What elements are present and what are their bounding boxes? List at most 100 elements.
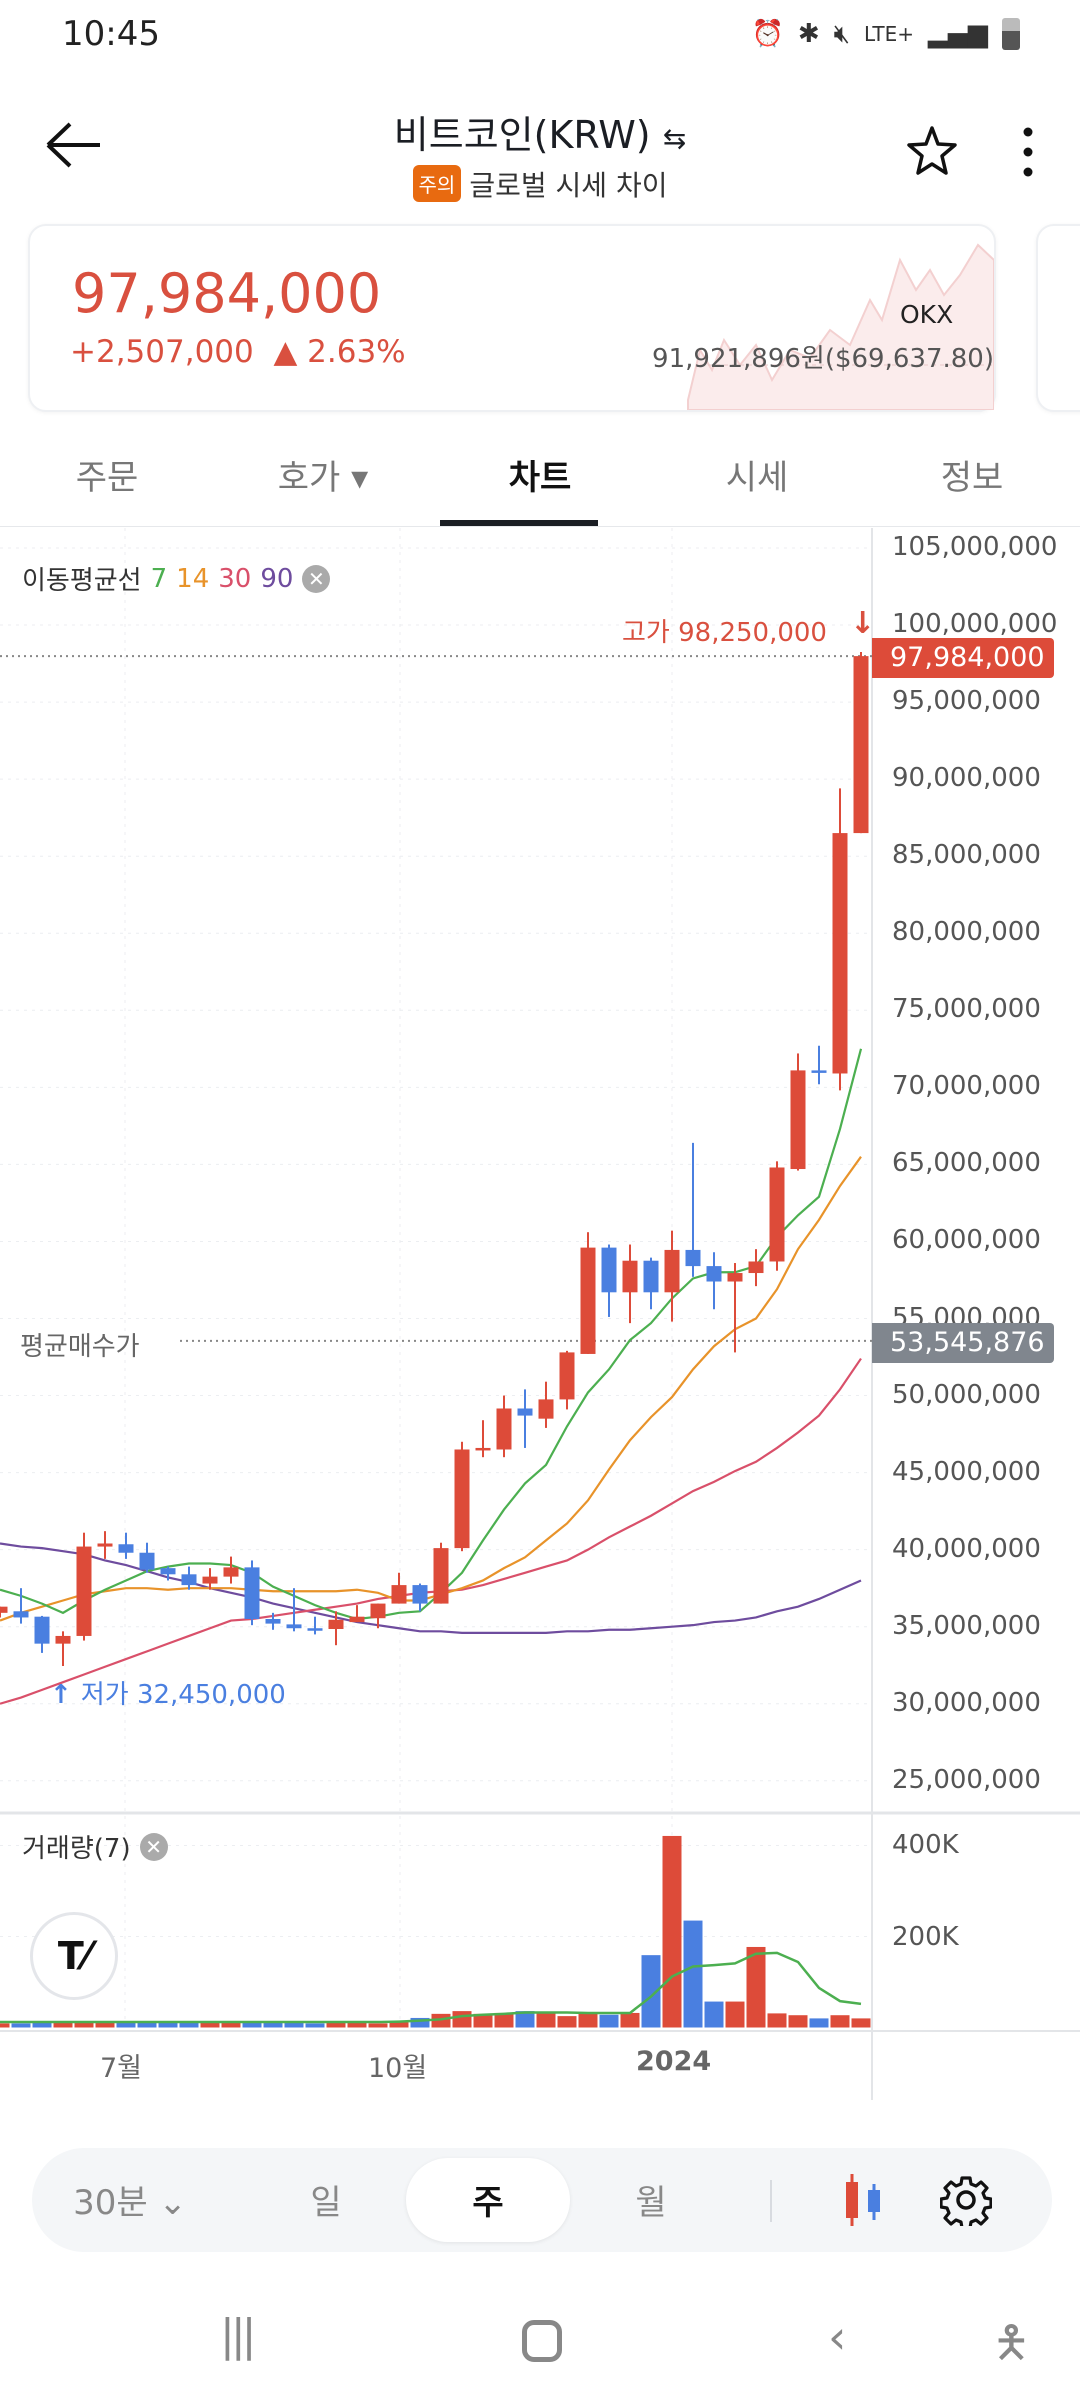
home-icon[interactable] — [522, 2320, 562, 2362]
volume-bar — [11, 2023, 31, 2028]
volume-bar — [53, 2022, 73, 2028]
volume-bar — [662, 1835, 682, 2028]
low-arrow-icon: ↑ — [50, 1680, 81, 1710]
price-tick: 105,000,000 — [892, 532, 1058, 562]
price-tick: 65,000,000 — [892, 1148, 1041, 1179]
candle-body — [55, 1635, 71, 1644]
tab-quotes[interactable]: 시세 — [725, 458, 789, 498]
tradingview-logo[interactable]: T⁄ — [30, 1912, 118, 2000]
candle-body — [748, 1261, 764, 1274]
exchange-name: OKX — [900, 300, 954, 329]
volume-bar — [725, 2001, 745, 2028]
volume-bar — [242, 2021, 262, 2028]
volume-bar — [389, 2022, 409, 2028]
interval-week[interactable]: 주 — [472, 2183, 504, 2223]
volume-bar — [599, 2014, 619, 2028]
volume-bar — [368, 2023, 388, 2028]
tab-order[interactable]: 주문 — [75, 458, 139, 498]
active-tab-indicator — [440, 520, 598, 526]
candle-body — [853, 656, 869, 834]
candle-body — [181, 1574, 197, 1586]
candle-body — [538, 1399, 554, 1419]
interval-day[interactable]: 일 — [310, 2183, 342, 2223]
candle-body — [34, 1616, 50, 1644]
candle-body — [832, 833, 848, 1074]
candle-body — [391, 1585, 407, 1604]
candle-body — [769, 1167, 785, 1262]
price-tick: 85,000,000 — [892, 840, 1041, 871]
candle-body — [307, 1628, 323, 1631]
candle-body — [286, 1624, 302, 1629]
volume-bar — [851, 2018, 871, 2028]
volume-bar — [32, 2022, 52, 2028]
accessibility-icon[interactable]: 🯅 — [992, 2317, 1031, 2368]
candle-type-icon[interactable] — [838, 2172, 888, 2228]
ma-legend-label: 이동평균선 — [22, 566, 142, 596]
battery-icon — [1002, 18, 1020, 50]
volume-bar — [809, 2018, 829, 2028]
more-menu-icon[interactable] — [1018, 124, 1038, 180]
volume-bar — [95, 2022, 115, 2028]
volume-bar — [410, 2017, 430, 2028]
volume-bar — [347, 2022, 367, 2028]
price-tick: 30,000,000 — [892, 1687, 1041, 1718]
change-amount: +2,507,000 — [70, 334, 254, 370]
volume-bar — [704, 2001, 724, 2028]
gear-icon[interactable] — [940, 2174, 992, 2226]
volume-tick: 200K — [892, 1922, 959, 1952]
network-label: LTE+ — [864, 22, 914, 46]
current-price-tag: 97,984,000 — [872, 638, 1054, 678]
recent-apps-icon[interactable]: ||| — [220, 2310, 257, 2361]
interval-30min[interactable]: 30분 ⌄ — [73, 2183, 187, 2223]
close-ma-icon[interactable]: ✕ — [302, 564, 331, 593]
candle-body — [328, 1619, 344, 1630]
interval-month[interactable]: 월 — [635, 2183, 667, 2223]
warning-subtitle[interactable]: 주의 글로벌 시세 차이 — [0, 164, 1080, 204]
volume-bar — [305, 2023, 325, 2028]
candlestick-chart[interactable] — [0, 528, 1080, 2118]
close-volume-icon[interactable]: ✕ — [139, 1832, 168, 1861]
volume-bar — [767, 2013, 787, 2028]
candle-body — [643, 1260, 659, 1293]
tab-chart[interactable]: 차트 — [508, 458, 572, 498]
volume-bar — [263, 2022, 283, 2028]
next-card[interactable] — [1036, 224, 1080, 412]
candle-body — [139, 1552, 155, 1570]
volume-legend-label: 거래량(7) — [22, 1834, 131, 1864]
star-icon[interactable] — [905, 124, 959, 178]
price-change: +2,507,000 ▲ 2.63% — [70, 334, 406, 370]
volume-bar — [830, 2015, 850, 2028]
tab-orderbook[interactable]: 호가 ▾ — [277, 458, 369, 498]
volume-bar — [788, 2015, 808, 2028]
swap-arrows-icon[interactable]: ⇆ — [662, 122, 687, 155]
price-tick: 25,000,000 — [892, 1764, 1041, 1795]
page-title[interactable]: 비트코인(KRW) ⇆ — [0, 104, 1080, 159]
price-tick: 80,000,000 — [892, 917, 1041, 948]
signal-icon: ▂▄▆ — [928, 19, 988, 49]
coin-name: 비트코인(KRW) — [393, 113, 651, 157]
price-tick: 95,000,000 — [892, 686, 1041, 717]
status-time: 10:45 — [62, 14, 160, 54]
volume-bar — [284, 2021, 304, 2028]
tab-info[interactable]: 정보 — [940, 458, 1004, 498]
candle-body — [685, 1249, 701, 1267]
price-tick: 45,000,000 — [892, 1456, 1041, 1487]
tab-divider — [0, 526, 1080, 527]
candle-body — [706, 1266, 722, 1282]
volume-bar — [200, 2022, 220, 2028]
volume-legend: 거래량(7) ✕ — [22, 1828, 168, 1865]
back-icon[interactable]: ‹ — [828, 2310, 847, 2364]
back-arrow-icon[interactable] — [44, 120, 104, 170]
volume-bar — [74, 2022, 94, 2028]
ma30-line — [0, 1357, 862, 1705]
avg-buy-price-tag: 53,545,876 — [872, 1323, 1054, 1363]
candle-body — [160, 1568, 176, 1575]
volume-bar — [221, 2022, 241, 2028]
high-price-label: 고가 98,250,000 — [622, 618, 827, 648]
candle-body — [622, 1260, 638, 1293]
volume-bar — [578, 2013, 598, 2028]
warning-badge: 주의 — [412, 165, 462, 202]
x-tick: 2024 — [636, 2046, 712, 2077]
volume-bar — [137, 2022, 157, 2028]
candle-body — [454, 1449, 470, 1549]
